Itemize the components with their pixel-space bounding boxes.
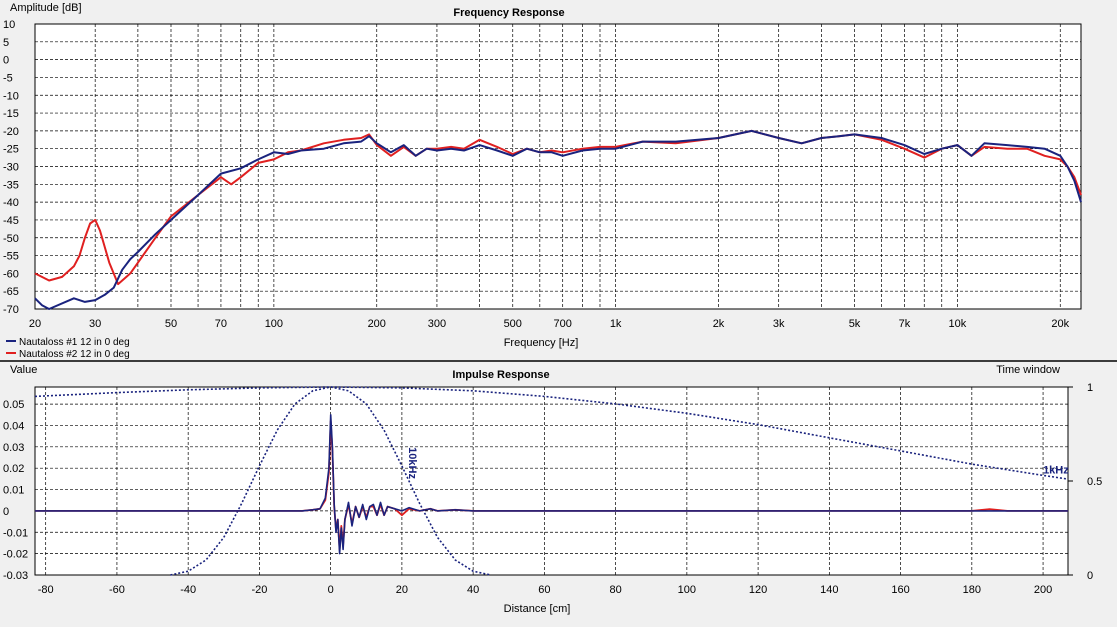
fr-y-tick-label: 0 xyxy=(3,55,9,67)
ir-x-tick-label: 160 xyxy=(891,584,909,596)
fr-y-tick-label: 5 xyxy=(3,37,9,49)
ir-y-ticks: 0.05 0.04 0.03 0.02 0.01 0 -0.01 -0.02 -0.03 xyxy=(3,399,28,582)
fr-y-tick-label: -60 xyxy=(3,268,19,280)
ir-y-axis-label: Value xyxy=(10,364,37,376)
ir-x-ticks: -80 -60 -40 -20 0 20 40 60 80 100 120 140 160 180 200 xyxy=(38,584,1053,596)
ir-x-tick-label: -80 xyxy=(38,584,54,596)
fr-x-tick-label: 20k xyxy=(1051,318,1069,330)
fr-x-tick-label: 10k xyxy=(949,318,967,330)
ir-title: Impulse Response xyxy=(452,369,549,381)
fr-x-tick-label: 50 xyxy=(165,318,177,330)
ir-annotation-10khz: 10kHz xyxy=(406,447,418,479)
fr-x-axis-label: Frequency [Hz] xyxy=(504,337,579,349)
ir-time-windows xyxy=(34,386,1069,576)
fr-legend: Nautaloss #1 12 in 0 deg Nautaloss #2 12… xyxy=(6,337,130,360)
ir-series-1-line xyxy=(35,413,1068,555)
fr-y-tick-label: -30 xyxy=(3,162,19,174)
ir-x-tick-label: -40 xyxy=(180,584,196,596)
fr-y-axis-label: Amplitude [dB] xyxy=(10,2,82,14)
impulse-response-chart: Impulse Response Value Time window 0.050… xyxy=(3,364,1102,615)
fr-x-tick-label: 700 xyxy=(554,318,572,330)
fr-x-tick-label: 5k xyxy=(849,318,861,330)
ir-y-tick-label: -0.03 xyxy=(3,570,28,582)
fr-y-tick-label: -65 xyxy=(3,286,19,298)
ir-x-tick-label: 20 xyxy=(396,584,408,596)
fr-series-1-line xyxy=(34,129,1082,310)
fr-y-tick-label: -20 xyxy=(3,126,19,138)
fr-x-tick-label: 70 xyxy=(215,318,227,330)
fr-y-tick-label: -45 xyxy=(3,215,19,227)
ir-y2-axis-label: Time window xyxy=(996,364,1060,376)
legend-entry-1: Nautaloss #1 12 in 0 deg xyxy=(19,337,130,348)
ir-x-tick-label: 0 xyxy=(328,584,334,596)
ir-y2-tick-label: 0.5 xyxy=(1087,476,1102,488)
ir-x-tick-label: 60 xyxy=(538,584,550,596)
ir-y-tick-label: 0.04 xyxy=(3,420,24,432)
ir-x-tick-label: -60 xyxy=(109,584,125,596)
fr-x-tick-label: 1k xyxy=(610,318,622,330)
ir-y-tick-label: 0.02 xyxy=(3,463,24,475)
fr-y-tick-label: -15 xyxy=(3,108,19,120)
ir-y-tick-label: -0.01 xyxy=(3,527,28,539)
fr-y-tick-label: -35 xyxy=(3,179,19,191)
frequency-response-chart: Frequency Response Amplitude [dB] 1050-5… xyxy=(3,2,1082,360)
legend-entry-2: Nautaloss #2 12 in 0 deg xyxy=(19,349,130,360)
ir-x-axis-label: Distance [cm] xyxy=(504,603,571,615)
ir-x-tick-label: 140 xyxy=(820,584,838,596)
fr-y-tick-label: 10 xyxy=(3,19,15,31)
ir-window-1khz xyxy=(34,386,1069,480)
ir-plot-area xyxy=(34,386,1069,576)
ir-y-tick-label: 0.01 xyxy=(3,485,24,497)
fr-series xyxy=(34,129,1082,310)
fr-y-tick-label: -55 xyxy=(3,251,19,263)
ir-x-tick-label: 40 xyxy=(467,584,479,596)
ir-y2-tick-label: 1 xyxy=(1087,382,1093,394)
fr-x-tick-label: 3k xyxy=(773,318,785,330)
fr-title: Frequency Response xyxy=(453,7,564,19)
fr-y-tick-label: -70 xyxy=(3,304,19,316)
ir-x-tick-label: 200 xyxy=(1034,584,1052,596)
fr-y-tick-label: -25 xyxy=(3,144,19,156)
fr-y-tick-label: -50 xyxy=(3,233,19,245)
ir-y2-ticks: 10.50 xyxy=(1068,382,1102,582)
ir-annotations: 10kHz 1kHz xyxy=(406,447,1069,479)
fr-y-tick-label: -10 xyxy=(3,90,19,102)
ir-annotation-1khz: 1kHz xyxy=(1043,464,1069,476)
ir-y-tick-label: -0.02 xyxy=(3,549,28,561)
fr-x-tick-label: 30 xyxy=(89,318,101,330)
ir-y2-tick-label: 0 xyxy=(1087,570,1093,582)
fr-x-ticks: 20 30 50 70 100 200 300 500 700 1k 2k 3k 5k 7k 10k 20k xyxy=(29,318,1070,330)
fr-x-tick-label: 100 xyxy=(265,318,283,330)
ir-x-tick-label: -20 xyxy=(251,584,267,596)
fr-grid xyxy=(35,24,1081,309)
fr-x-tick-label: 20 xyxy=(29,318,41,330)
ir-series xyxy=(35,413,1068,555)
fr-y-tick-label: -5 xyxy=(3,72,13,84)
ir-x-tick-label: 120 xyxy=(749,584,767,596)
ir-x-tick-label: 100 xyxy=(678,584,696,596)
fr-x-tick-label: 7k xyxy=(899,318,911,330)
ir-y-tick-label: 0.05 xyxy=(3,399,24,411)
fr-y-tick-label: -40 xyxy=(3,197,19,209)
ir-x-tick-label: 180 xyxy=(963,584,981,596)
fr-y-ticks: 10 5 0 -5 -10 -15 -20 -25 -30 -35 -40 -45 -50 -55 -60 -… xyxy=(3,19,19,316)
fr-x-tick-label: 200 xyxy=(368,318,386,330)
fr-series-2-line xyxy=(34,129,1082,286)
fr-x-tick-label: 300 xyxy=(428,318,446,330)
fr-x-tick-label: 500 xyxy=(504,318,522,330)
fr-x-tick-label: 2k xyxy=(713,318,725,330)
ir-x-tick-label: 80 xyxy=(609,584,621,596)
ir-y-tick-label: 0 xyxy=(3,506,9,518)
ir-y-tick-label: 0.03 xyxy=(3,442,24,454)
